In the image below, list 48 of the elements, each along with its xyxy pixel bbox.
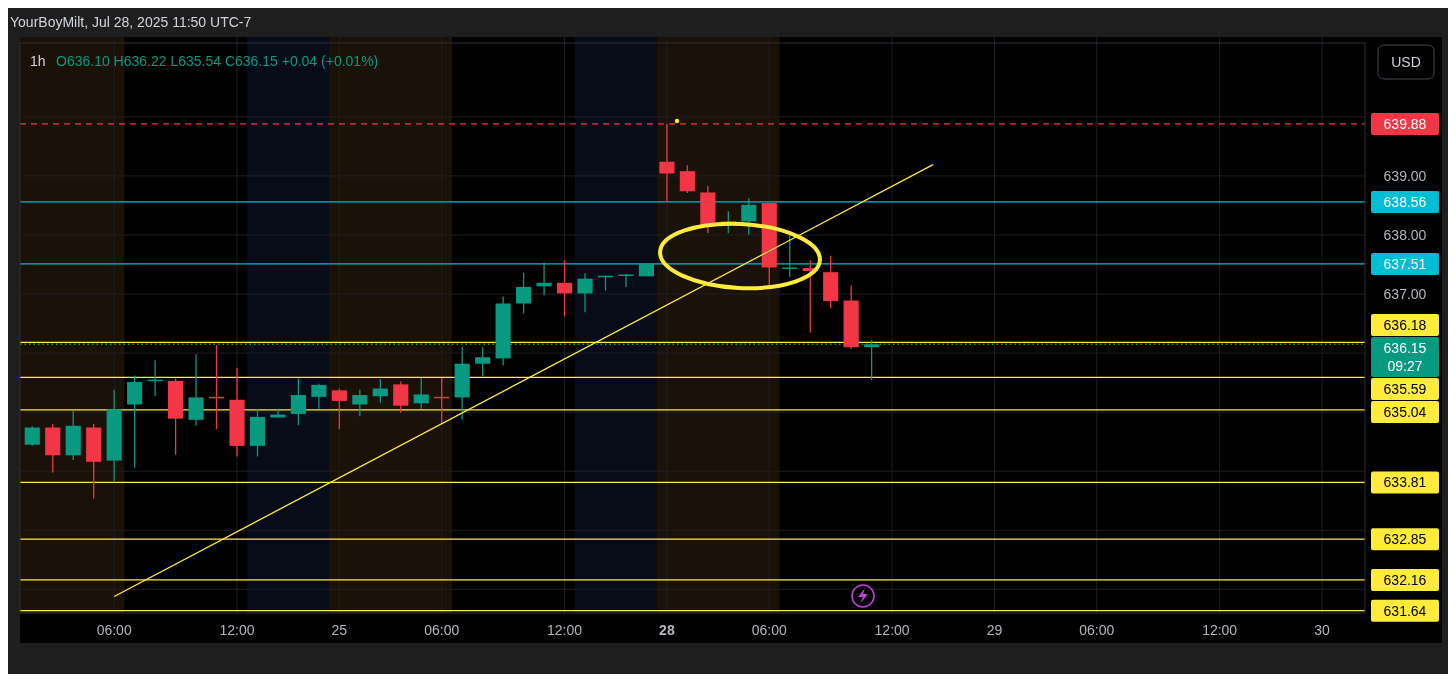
ref-line-label: 636.18	[1383, 316, 1427, 333]
candlestick	[127, 374, 143, 469]
candlestick	[782, 232, 798, 278]
x-tick-label: 29	[986, 622, 1003, 638]
candlestick	[372, 378, 388, 404]
ref-line-label: 636.15	[1383, 339, 1427, 356]
candlestick	[679, 164, 695, 194]
candlestick	[741, 197, 757, 236]
text: O636.10 H636.22 L635.54 C636.15 +0.04 (+0.01%)	[56, 53, 379, 69]
x-tick-label: 06:00	[1079, 622, 1115, 638]
text: 1h	[30, 53, 46, 69]
x-tick-label: 30	[1314, 622, 1331, 638]
text: 09:27	[1387, 357, 1423, 374]
text: YourBoyMilt, Jul 28, 2025 11:50 UTC-7	[10, 14, 252, 30]
ref-line-label: 635.04	[1383, 403, 1427, 420]
ref-line-label: 633.81	[1383, 474, 1427, 491]
candlestick	[24, 425, 40, 447]
ref-line-label: 635.59	[1383, 380, 1427, 397]
candlestick	[352, 389, 368, 417]
candlestick	[393, 380, 409, 414]
text: USD	[1391, 54, 1421, 70]
candlestick	[516, 272, 532, 315]
ref-line-label: 631.64	[1383, 602, 1427, 619]
candlestick	[290, 377, 306, 426]
candlestick	[577, 272, 593, 313]
candlestick	[188, 353, 204, 427]
x-tick-label: 06:00	[751, 622, 787, 638]
candlestick	[475, 346, 491, 377]
candlestick	[413, 377, 429, 410]
ref-line-label: 637.51	[1383, 255, 1427, 272]
x-tick-label: 12:00	[874, 622, 910, 638]
ref-line-label: 638.56	[1383, 193, 1427, 210]
x-tick-label: 12:00	[547, 622, 583, 638]
x-tick-label: 12:00	[1202, 622, 1238, 638]
x-tick-label: 06:00	[96, 622, 132, 638]
y-tick-label: 637.00	[1383, 286, 1427, 303]
y-tick-label: 639.00	[1383, 167, 1427, 184]
x-tick-label: 12:00	[219, 622, 255, 638]
ref-line-label: 632.16	[1383, 571, 1427, 588]
x-tick-label: 25	[331, 622, 348, 638]
candlestick	[556, 259, 573, 318]
y-tick-label: 638.00	[1383, 226, 1427, 243]
x-tick-label: 06:00	[424, 622, 460, 638]
candlestick	[331, 387, 347, 430]
ref-line-label: 632.85	[1383, 531, 1427, 548]
candlestick	[311, 383, 327, 410]
x-tick-label: 28	[659, 622, 675, 638]
ref-line-label: 639.88	[1383, 115, 1427, 132]
